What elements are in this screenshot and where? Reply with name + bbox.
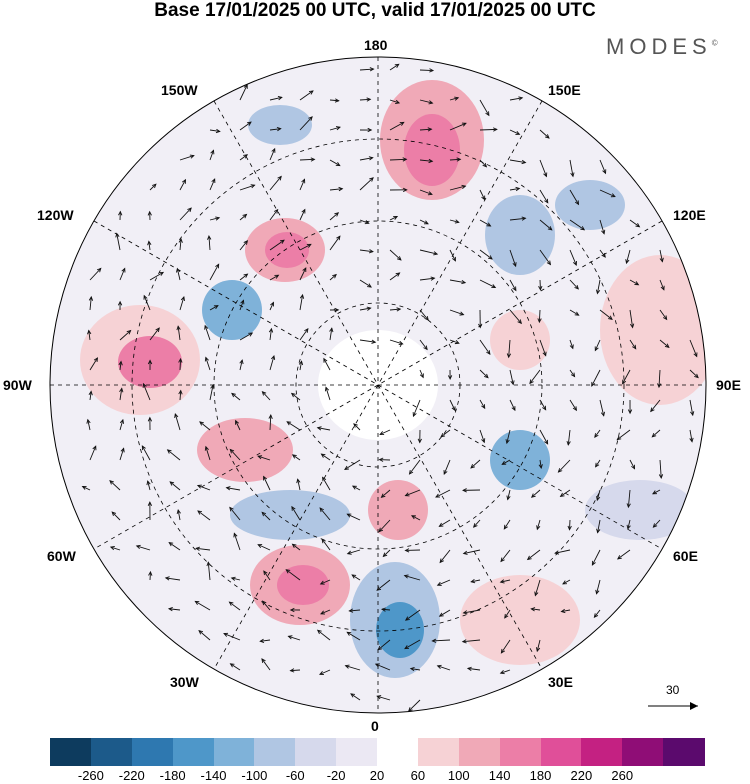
reference-vector-label: 30: [666, 683, 679, 697]
anomaly-positive: [277, 565, 329, 605]
lon-label-0: 0: [371, 718, 379, 734]
colorbar-tick-label: -260: [78, 768, 104, 783]
colorbar-tick-label: -20: [327, 768, 346, 783]
reference-vector-head: [690, 702, 698, 710]
colorbar-tick-label: 140: [489, 768, 511, 783]
colorbar-cell: [541, 738, 582, 766]
anomaly-positive: [368, 480, 428, 540]
anomaly-positive: [265, 232, 309, 268]
lon-label-90e: 90E: [716, 377, 741, 393]
colorbar-tick-label: -100: [241, 768, 267, 783]
lon-label-120e: 120E: [673, 207, 706, 223]
colorbar-tick-label: -60: [286, 768, 305, 783]
colorbar-cell: [581, 738, 622, 766]
anomaly-positive: [197, 418, 293, 482]
lon-label-60e: 60E: [673, 548, 698, 564]
colorbar-cell: [91, 738, 132, 766]
colorbar-tick-label: -140: [200, 768, 226, 783]
colorbar: [50, 738, 704, 766]
lon-label-30w: 30W: [170, 674, 199, 690]
lon-label-120w: 120W: [37, 207, 74, 223]
colorbar-tick-label: -220: [119, 768, 145, 783]
colorbar-cell: [50, 738, 91, 766]
colorbar-tick-label: 60: [411, 768, 425, 783]
wind-arrow: [420, 70, 433, 71]
anomaly-negative: [230, 490, 350, 540]
colorbar-cell: [173, 738, 214, 766]
colorbar-cell: [622, 738, 663, 766]
lon-label-150e: 150E: [548, 82, 581, 98]
colorbar-ticks: -260 -220 -180 -140 -100 -60 -20 20 60 100 140 180 2…: [0, 768, 750, 784]
colorbar-cell: [295, 738, 336, 766]
lon-label-60w: 60W: [47, 548, 76, 564]
wind-arrow: [300, 159, 314, 160]
anomaly-negative: [485, 195, 555, 275]
colorbar-cell: [132, 738, 173, 766]
colorbar-tick-label: 20: [370, 768, 384, 783]
lon-label-150w: 150W: [161, 82, 198, 98]
wind-arrow: [480, 129, 497, 130]
lon-label-30e: 30E: [548, 674, 573, 690]
colorbar-cell: [500, 738, 541, 766]
lon-label-90w: 90W: [3, 377, 32, 393]
anomaly-negative: [248, 105, 312, 145]
anomaly-negative: [555, 180, 625, 230]
lon-label-180: 180: [364, 37, 387, 53]
colorbar-cell: [663, 738, 704, 766]
colorbar-tick-label: -180: [160, 768, 186, 783]
colorbar-cell: [459, 738, 500, 766]
colorbar-tick-label: 260: [611, 768, 633, 783]
colorbar-cell: [336, 738, 377, 766]
colorbar-tick-label: 220: [571, 768, 593, 783]
colorbar-cell: [254, 738, 295, 766]
colorbar-cell: [377, 738, 418, 766]
colorbar-cell: [214, 738, 255, 766]
colorbar-cell: [418, 738, 459, 766]
colorbar-tick-label: 180: [530, 768, 552, 783]
anomaly-negative: [490, 430, 550, 490]
anomaly-negative: [585, 480, 695, 540]
anomaly-positive: [460, 575, 580, 665]
colorbar-tick-label: 100: [448, 768, 470, 783]
